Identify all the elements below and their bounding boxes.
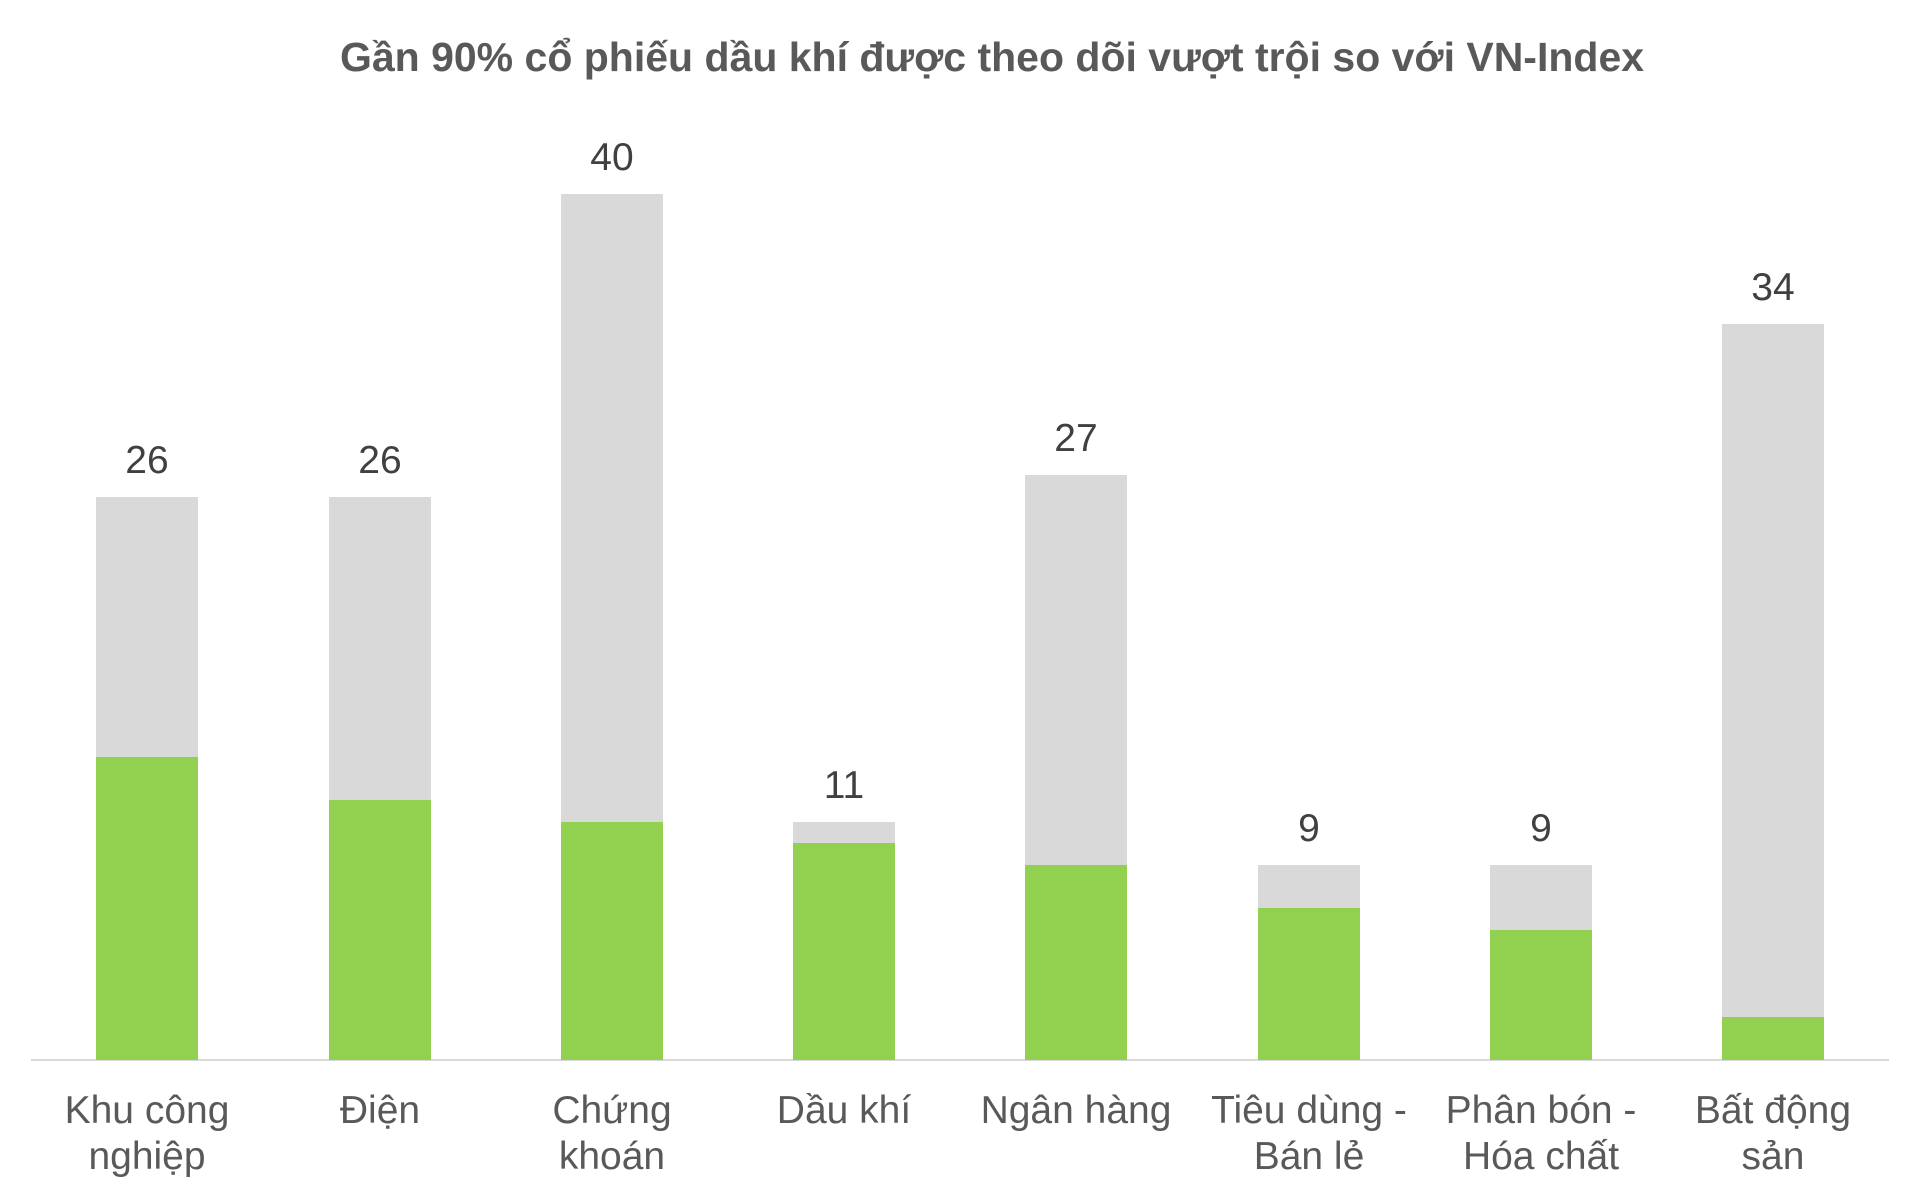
data-label: 9	[1298, 807, 1320, 851]
bar-segment-outperform	[96, 756, 198, 1060]
category-label: Ngân hàng	[960, 1088, 1192, 1180]
bar	[793, 821, 895, 1060]
category-label-line: sản	[1741, 1135, 1805, 1178]
category-label-line: Tiêu dùng -	[1211, 1089, 1407, 1132]
data-label: 26	[125, 439, 169, 483]
category-label-line	[264, 1134, 496, 1180]
bar-segment-outperform	[1722, 1016, 1824, 1060]
category-label-line: nghiệp	[88, 1135, 206, 1178]
category-label: Chứng khoán	[496, 1088, 728, 1180]
data-label: 40	[590, 136, 634, 179]
category-label-line: Khu công	[64, 1089, 230, 1132]
bar-segment-outperform	[329, 800, 431, 1060]
x-axis-line	[31, 1059, 1889, 1061]
category-label: Bất động sản	[1657, 1088, 1889, 1180]
bar	[329, 497, 431, 1060]
bar	[1025, 475, 1127, 1060]
category-label: Khu công nghiệp	[31, 1088, 263, 1180]
category-label-line: Chứng	[552, 1089, 672, 1132]
data-label: 26	[358, 439, 402, 483]
bar-segment-outperform	[1258, 908, 1360, 1060]
category-label: Dầu khí	[728, 1088, 960, 1180]
bar	[96, 497, 198, 1060]
category-label-line: Điện	[339, 1089, 421, 1132]
category-label-line: Hóa chất	[1462, 1135, 1620, 1178]
chart-title: Gần 90% cổ phiếu dầu khí được theo dõi v…	[339, 34, 1645, 80]
category-label-line: Phân bón -	[1445, 1089, 1637, 1132]
data-label: 11	[823, 763, 865, 807]
bar-segment-total	[1722, 323, 1824, 1060]
category-label-line: Bất động	[1694, 1089, 1852, 1132]
data-label: 27	[1054, 417, 1098, 461]
bar	[561, 194, 663, 1060]
category-label-line	[960, 1134, 1192, 1180]
bar-segment-outperform	[561, 821, 663, 1060]
bar	[1722, 323, 1824, 1060]
category-label-line	[728, 1134, 960, 1180]
bar	[1490, 865, 1592, 1060]
category-label: Tiêu dùng - Bán lẻ	[1193, 1088, 1425, 1180]
category-label: Phân bón - Hóa chất	[1425, 1088, 1657, 1180]
bar-segment-outperform	[1490, 930, 1592, 1060]
category-label-line: Ngân hàng	[980, 1089, 1172, 1132]
category-label-line: Dầu khí	[776, 1089, 912, 1132]
bar-segment-outperform	[1025, 865, 1127, 1060]
data-label: 9	[1530, 807, 1552, 851]
bar-segment-outperform	[793, 843, 895, 1060]
category-label-line: Bán lẻ	[1253, 1135, 1365, 1178]
category-label: Điện	[264, 1088, 496, 1180]
data-label: 34	[1751, 265, 1795, 309]
bar	[1258, 865, 1360, 1060]
category-label-line: khoán	[558, 1135, 666, 1178]
